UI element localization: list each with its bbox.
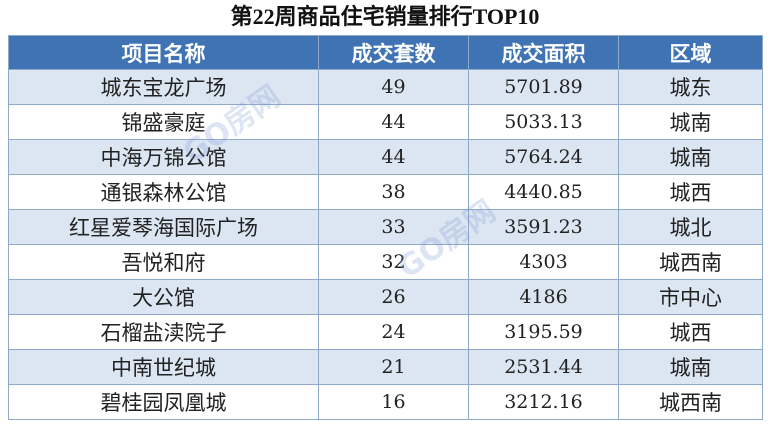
- table-cell: 锦盛豪庭: [8, 104, 319, 140]
- table-cell: 中海万锦公馆: [8, 139, 319, 175]
- table-cell: 城南: [618, 139, 763, 175]
- table-cell: 城西南: [618, 384, 763, 420]
- table-cell: 32: [318, 244, 469, 280]
- table-cell: 49: [318, 69, 469, 105]
- table-row: 中海万锦公馆 44 5764.24 城南: [8, 139, 763, 175]
- table-cell: 碧桂园凤凰城: [8, 384, 319, 420]
- header-cell: 项目名称: [8, 35, 319, 70]
- table-cell: 城南: [618, 104, 763, 140]
- table-cell: 城西南: [618, 244, 763, 280]
- table-row: 通银森林公馆 38 4440.85 城西: [8, 174, 763, 210]
- table-cell: 38: [318, 174, 469, 210]
- table-cell: 5033.13: [468, 104, 619, 140]
- table-header: 项目名称 成交套数 成交面积 区域: [8, 35, 763, 70]
- table-cell: 44: [318, 139, 469, 175]
- table-cell: 24: [318, 314, 469, 350]
- table-cell: 16: [318, 384, 469, 420]
- table-cell: 吾悦和府: [8, 244, 319, 280]
- table-cell: 3591.23: [468, 209, 619, 245]
- table-cell: 33: [318, 209, 469, 245]
- table-cell: 44: [318, 104, 469, 140]
- header-cell: 成交面积: [468, 35, 619, 70]
- table-cell: 城西: [618, 174, 763, 210]
- table-cell: 2531.44: [468, 349, 619, 385]
- table-cell: 中南世纪城: [8, 349, 319, 385]
- header-cell: 区域: [618, 35, 763, 70]
- header-cell: 成交套数: [318, 35, 469, 70]
- table-cell: 城西: [618, 314, 763, 350]
- table-cell: 城南: [618, 349, 763, 385]
- table-cell: 市中心: [618, 279, 763, 315]
- table-body: 城东宝龙广场 49 5701.89 城东 锦盛豪庭 44 5033.13 城南 中海万锦公馆 44…: [8, 69, 763, 420]
- table-row: 吾悦和府 32 4303 城西南: [8, 244, 763, 280]
- table-row: 红星爱琴海国际广场 33 3591.23 城北: [8, 209, 763, 245]
- sales-table: 项目名称 成交套数 成交面积 区域 城东宝龙广场 49 5701.89 城东 锦盛豪庭 4…: [8, 35, 763, 420]
- table-cell: 通银森林公馆: [8, 174, 319, 210]
- table-row: 锦盛豪庭 44 5033.13 城南: [8, 104, 763, 140]
- table-cell: 3212.16: [468, 384, 619, 420]
- table-cell: 城东宝龙广场: [8, 69, 319, 105]
- table-cell: 3195.59: [468, 314, 619, 350]
- table-row: 石榴盐渎院子 24 3195.59 城西: [8, 314, 763, 350]
- table-cell: 4186: [468, 279, 619, 315]
- table-cell: 城北: [618, 209, 763, 245]
- title: 第22周商品住宅销量排行TOP10: [230, 4, 540, 29]
- table-row: 碧桂园凤凰城 16 3212.16 城西南: [8, 384, 763, 420]
- table-cell: 4303: [468, 244, 619, 280]
- table-cell: 5764.24: [468, 139, 619, 175]
- table-cell: 石榴盐渎院子: [8, 314, 319, 350]
- table-row: 中南世纪城 21 2531.44 城南: [8, 349, 763, 385]
- table-row: 城东宝龙广场 49 5701.89 城东: [8, 69, 763, 105]
- table-cell: 5701.89: [468, 69, 619, 105]
- table-cell: 26: [318, 279, 469, 315]
- table-cell: 红星爱琴海国际广场: [8, 209, 319, 245]
- table-cell: 城东: [618, 69, 763, 105]
- table-row: 大公馆 26 4186 市中心: [8, 279, 763, 315]
- table-cell: 大公馆: [8, 279, 319, 315]
- table-cell: 21: [318, 349, 469, 385]
- header-row: 项目名称 成交套数 成交面积 区域: [8, 35, 763, 70]
- table-cell: 4440.85: [468, 174, 619, 210]
